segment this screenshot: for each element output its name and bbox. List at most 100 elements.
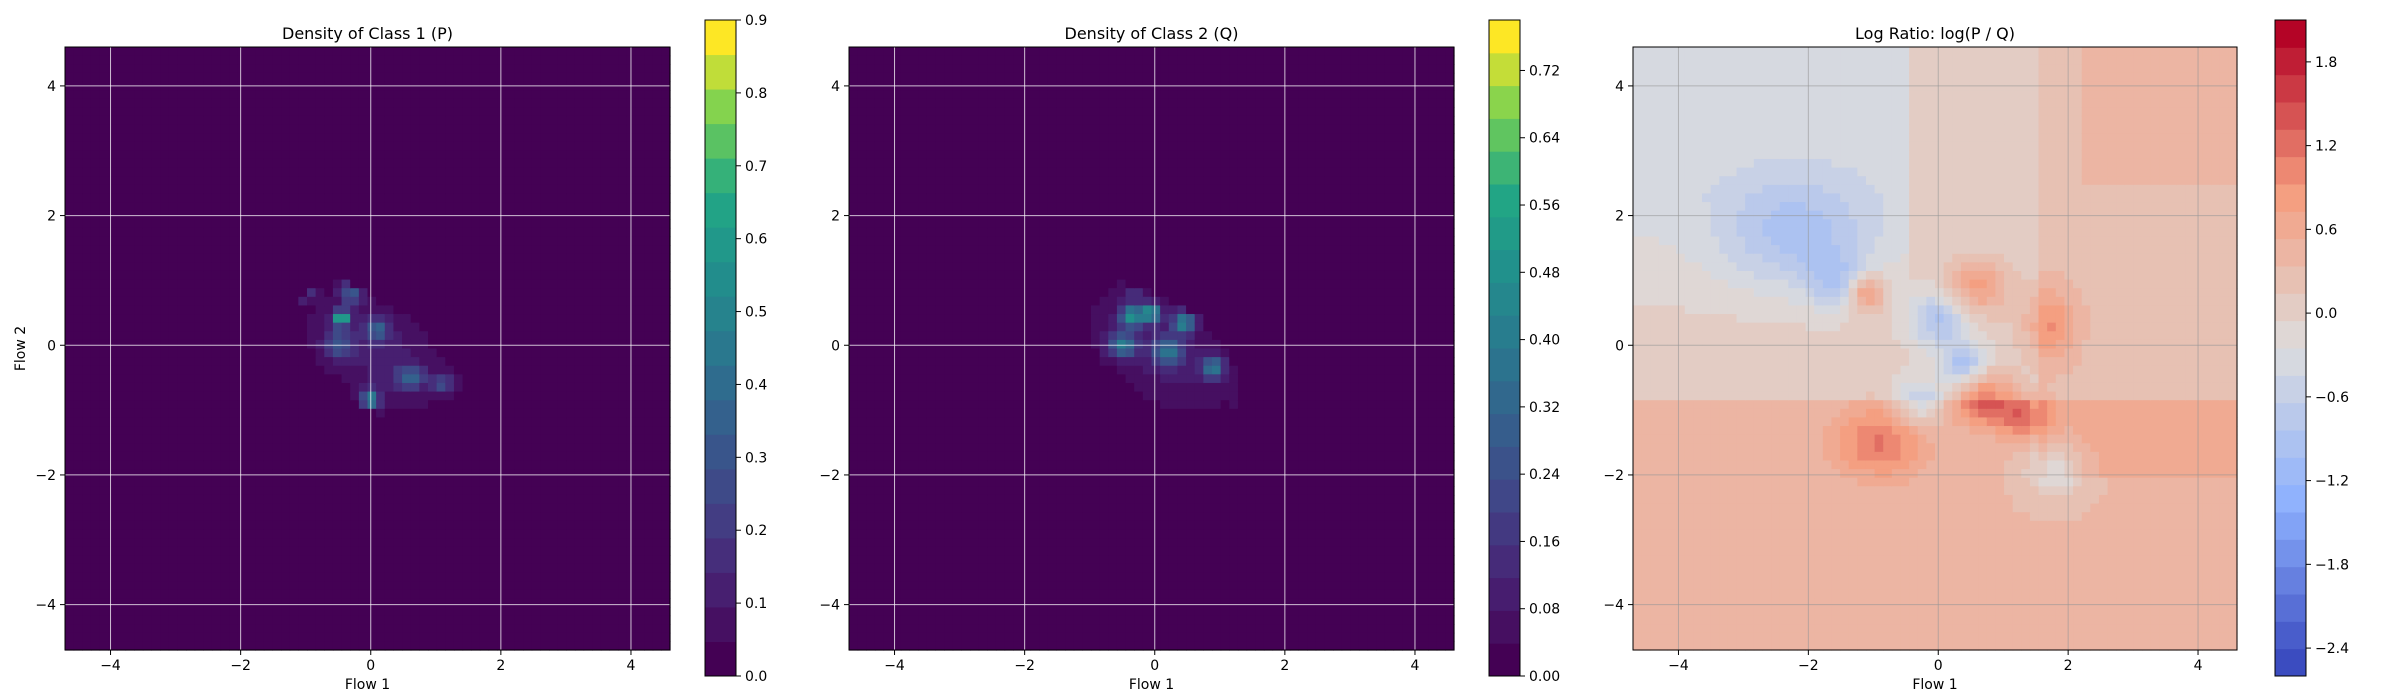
heatmap-cell [557, 219, 567, 229]
heatmap-cell [350, 348, 360, 358]
heatmap-cell [177, 563, 187, 574]
heatmap-cell [142, 288, 153, 298]
heatmap-cell [307, 529, 317, 539]
heatmap-cell [108, 262, 118, 272]
heatmap-cell [134, 288, 144, 298]
heatmap-cell [220, 572, 230, 582]
heatmap-cell [583, 133, 593, 143]
heatmap-cell [445, 55, 455, 65]
heatmap-cell [341, 374, 351, 384]
heatmap-cell [557, 288, 567, 298]
heatmap-cell [358, 64, 369, 74]
heatmap-cell [186, 262, 196, 272]
heatmap-cell [376, 167, 386, 177]
heatmap-cell [151, 469, 161, 479]
heatmap-cell [220, 391, 230, 401]
heatmap-cell [281, 494, 291, 505]
heatmap-cell [505, 288, 516, 298]
heatmap-cell [367, 262, 377, 272]
heatmap-cell [471, 477, 481, 487]
heatmap-cell [315, 296, 325, 307]
heatmap-cell [428, 434, 438, 444]
heatmap-cell [462, 202, 472, 212]
heatmap-cell [116, 339, 127, 350]
heatmap-cell [402, 512, 412, 522]
heatmap-cell [402, 572, 412, 582]
heatmap-cell [661, 296, 671, 307]
heatmap-cell [229, 538, 239, 548]
heatmap-cell [168, 538, 178, 548]
heatmap-cell [168, 529, 178, 539]
heatmap-cell [186, 451, 196, 462]
heatmap-cell [618, 270, 628, 281]
heatmap-cell [142, 227, 153, 238]
heatmap-cell [246, 538, 256, 548]
heatmap-cell [134, 615, 144, 625]
heatmap-cell [358, 227, 369, 238]
heatmap-cell [557, 512, 567, 522]
heatmap-cell [384, 331, 395, 341]
heatmap-cell [523, 193, 533, 203]
heatmap-cell [177, 124, 187, 134]
heatmap-cell [505, 90, 516, 100]
heatmap-cell [289, 572, 299, 582]
heatmap-cell [540, 400, 550, 410]
heatmap-cell [566, 331, 576, 341]
heatmap-cell [186, 615, 196, 625]
heatmap-cell [255, 296, 265, 307]
heatmap-cell [186, 133, 196, 143]
heatmap-cell [298, 520, 308, 530]
heatmap-cell [168, 451, 178, 462]
heatmap-cell [255, 546, 265, 556]
heatmap-cell [332, 615, 343, 625]
heatmap-cell [237, 391, 248, 401]
heatmap-cell [229, 202, 239, 212]
heatmap-cell [531, 202, 541, 212]
heatmap-cell [376, 141, 386, 151]
heatmap-cell [134, 124, 144, 134]
heatmap-cell [462, 434, 472, 444]
heatmap-cell [497, 512, 507, 522]
heatmap-cell [298, 408, 308, 419]
heatmap-cell [488, 339, 498, 350]
heatmap-cell [315, 451, 325, 462]
heatmap-cell [592, 589, 602, 599]
heatmap-cell [635, 288, 645, 298]
heatmap-cell [436, 150, 446, 160]
heatmap-cell [609, 339, 619, 350]
heatmap-cell [410, 339, 420, 350]
heatmap-cell [186, 426, 196, 436]
heatmap-cell [618, 158, 628, 169]
heatmap-cell [229, 555, 239, 565]
heatmap-cell [410, 632, 420, 642]
heatmap-cell [574, 107, 585, 117]
heatmap-cell [453, 288, 464, 298]
heatmap-cell [350, 641, 360, 651]
heatmap-cell [237, 141, 248, 151]
heatmap-cell [307, 305, 317, 315]
heatmap-cell [315, 400, 325, 410]
heatmap-cell [471, 469, 481, 479]
heatmap-cell [229, 150, 239, 160]
heatmap-cell [566, 563, 576, 574]
heatmap-cell [566, 641, 576, 651]
heatmap-cell [73, 202, 83, 212]
heatmap-cell [168, 494, 178, 505]
heatmap-cell [125, 503, 135, 513]
heatmap-cell [108, 520, 118, 530]
heatmap-cell [203, 262, 213, 272]
heatmap-cell [220, 288, 230, 298]
heatmap-cell [367, 219, 377, 229]
heatmap-cell [505, 219, 516, 229]
heatmap-cell [358, 451, 369, 462]
heatmap-cell [462, 615, 472, 625]
heatmap-cell [549, 167, 559, 177]
heatmap-cell [635, 262, 645, 272]
heatmap-cell [428, 555, 438, 565]
heatmap-cell [90, 262, 101, 272]
heatmap-cell [661, 158, 671, 169]
heatmap-cell [246, 357, 256, 367]
heatmap-cell [160, 314, 170, 324]
heatmap-cell [289, 322, 299, 332]
heatmap-cell [428, 167, 438, 177]
